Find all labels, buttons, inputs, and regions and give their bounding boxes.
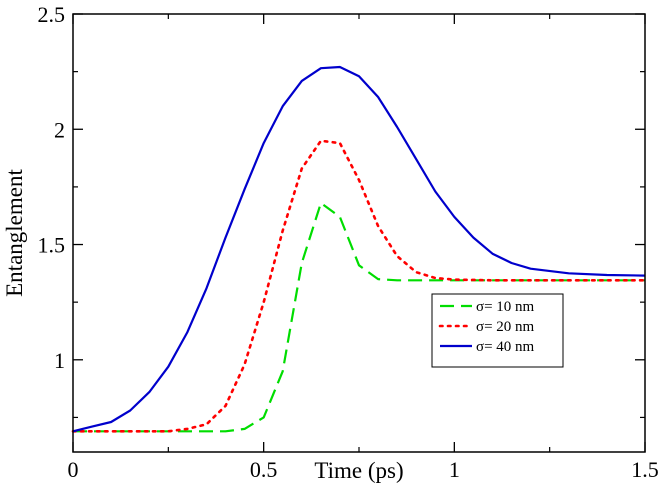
x-tick-label: 1.5	[631, 457, 659, 482]
plot-frame	[72, 13, 646, 453]
x-tick-label: 1	[449, 457, 460, 482]
plot-layer	[71, 65, 647, 433]
series-line-2	[72, 65, 646, 433]
y-tick-label: 2	[54, 117, 65, 142]
series-line-0	[73, 201, 645, 433]
x-tick-label: 0.5	[250, 457, 278, 482]
x-axis-title: Time (ps)	[314, 458, 403, 483]
legend-label-1: σ= 20 nm	[476, 319, 535, 335]
legend-label-2: σ= 40 nm	[476, 339, 535, 355]
x-tick-label: 0	[68, 457, 79, 482]
tick-layer: 0 0.5 1 1.5 1 1.5 2 2.5	[38, 2, 659, 482]
y-tick-label: 1	[54, 348, 65, 373]
legend: σ= 10 nm σ= 20 nm σ= 40 nm	[431, 293, 564, 368]
y-tick-label: 1.5	[38, 233, 66, 258]
y-tick-label: 2.5	[38, 2, 66, 27]
y-axis-title: Entanglement	[2, 169, 27, 297]
series-line-1	[71, 139, 647, 433]
legend-label-0: σ= 10 nm	[476, 299, 535, 315]
